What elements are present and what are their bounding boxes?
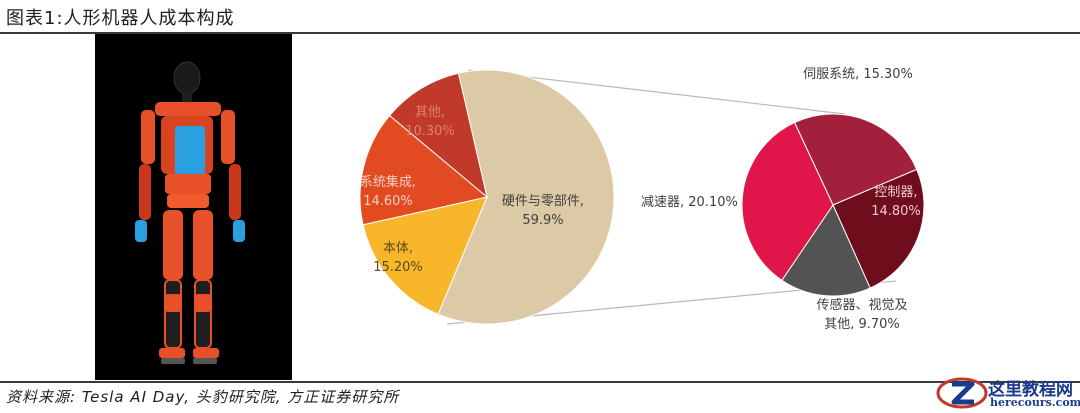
pie1-slice-3	[388, 72, 488, 199]
z-logo-icon	[936, 377, 988, 409]
pie1-label-body: 本体, 15.20%	[373, 241, 423, 275]
source-note: 资料来源: Tesla AI Day, 头豹研究院, 方正证券研究所	[6, 388, 400, 406]
watermark-title: 这里教程网	[988, 380, 1073, 400]
pie1-label-hardware: 硬件与零部件, 59.9%	[502, 194, 584, 228]
pie2-slice-2	[781, 203, 871, 297]
pie1-slice-0	[437, 69, 615, 325]
pie1-slice-1	[362, 196, 488, 315]
pie2-label-reducer: 减速器, 20.10%	[641, 195, 738, 210]
bottom-divider	[0, 381, 1080, 383]
pie1-slice-2	[359, 114, 489, 226]
pie2-slice-1	[832, 168, 925, 289]
pie2-label-sensor: 传感器、视觉及其他, 9.70%	[816, 297, 907, 332]
main-cost-pie	[359, 69, 615, 325]
pie2-slice-3	[741, 121, 834, 281]
watermark-url: herecours.com	[990, 396, 1080, 409]
robot-photo	[95, 34, 292, 380]
pie2-label-servo: 伺服系统, 15.30%	[803, 67, 913, 82]
top-divider	[0, 32, 1080, 34]
pie1-label-integration: 系统集成, 14.60%	[360, 174, 416, 209]
pie2-label-controller: 控制器, 14.80%	[871, 185, 921, 219]
pie1-label-other: 其他, 10.30%	[405, 105, 455, 139]
pie-labels: 硬件与零部件, 59.9% 本体, 15.20% 系统集成, 14.60% 其他, 10.30…	[360, 67, 921, 332]
robot-illustration	[135, 61, 245, 364]
hardware-breakdown-pie	[741, 113, 925, 297]
figure-title: 图表1:人形机器人成本构成	[6, 8, 235, 29]
